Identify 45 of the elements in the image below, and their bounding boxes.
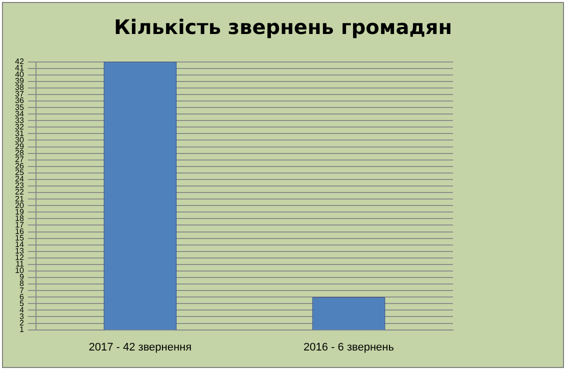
y-tick-label: 25 [14, 168, 24, 178]
y-tick-label: 3 [19, 312, 24, 321]
y-tick-label: 24 [14, 174, 24, 184]
y-tick-label: 14 [14, 240, 24, 250]
y-tick-label: 23 [14, 181, 24, 190]
y-tick-label: 4 [19, 305, 24, 314]
y-tick-label: 10 [14, 266, 24, 276]
y-tick-label: 8 [19, 279, 24, 288]
y-tick-label: 30 [14, 135, 24, 144]
y-tick-label: 39 [14, 76, 24, 86]
y-tick-label: 1 [19, 325, 24, 334]
y-tick-label: 31 [14, 128, 24, 138]
y-tick-label: 2 [19, 318, 24, 328]
y-tick-label: 7 [19, 286, 24, 295]
y-tick-label: 11 [16, 260, 24, 269]
y-tick-label: 40 [14, 70, 24, 80]
y-tick-label: 19 [14, 207, 24, 216]
y-tick-label: 28 [14, 148, 24, 158]
y-tick-label: 20 [14, 200, 24, 210]
y-tick-label: 37 [14, 90, 24, 99]
y-tick-label: 36 [14, 96, 24, 106]
x-tick-label: 2016 - 6 звернень [304, 341, 394, 354]
chart-title: Кількість звернень громадян [112, 15, 454, 39]
y-tick-label: 16 [14, 226, 24, 236]
y-tick-label: 12 [14, 253, 24, 262]
y-tick-label: 13 [14, 246, 24, 256]
y-tick-label: 41 [14, 64, 24, 73]
y-tick-label: 15 [14, 233, 24, 242]
y-tick-label: 6 [19, 292, 24, 302]
y-tick-label: 21 [14, 194, 24, 204]
y-tick-label: 18 [14, 214, 24, 223]
y-tick-label: 26 [14, 162, 24, 171]
y-tick-label: 38 [14, 83, 24, 92]
y-tick-label: 9 [19, 272, 24, 282]
y-tick-label: 5 [19, 298, 24, 308]
y-tick-label: 29 [14, 142, 24, 151]
y-tick-label: 27 [14, 155, 24, 164]
y-tick-label: 42 [14, 57, 24, 66]
y-tick-label: 17 [14, 220, 24, 230]
y-tick-label: 32 [14, 122, 24, 132]
x-tick-label: 2017 - 42 звернення [88, 341, 192, 354]
y-tick-label: 35 [14, 102, 24, 112]
y-tick-label: 34 [14, 109, 24, 118]
y-tick-label: 33 [14, 116, 24, 125]
y-tick-label: 22 [14, 188, 24, 197]
